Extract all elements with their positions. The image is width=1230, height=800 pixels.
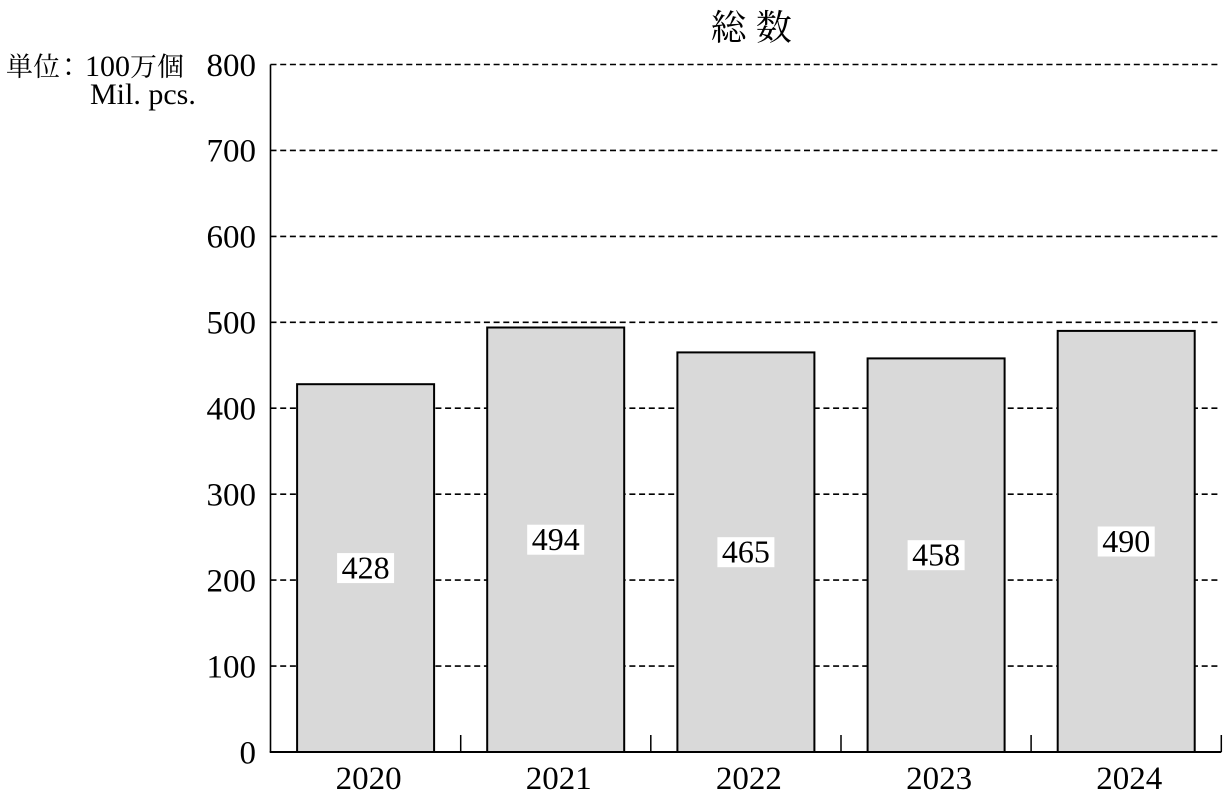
svg-text:465: 465 <box>722 534 770 570</box>
svg-text:490: 490 <box>1102 523 1150 559</box>
svg-text:0: 0 <box>240 735 257 771</box>
svg-text:494: 494 <box>532 521 580 557</box>
svg-text:800: 800 <box>207 48 257 84</box>
svg-text:単位：100万個: 単位： 100万個 <box>6 45 184 84</box>
svg-text:2021: 2021 <box>526 761 592 797</box>
svg-text:2023: 2023 <box>906 761 972 797</box>
svg-text:200: 200 <box>207 563 257 599</box>
svg-text:600: 600 <box>207 220 257 256</box>
svg-text:500: 500 <box>207 306 257 342</box>
svg-text:400: 400 <box>207 392 257 428</box>
svg-text:458: 458 <box>912 537 960 573</box>
svg-text:総 数: 総 数 <box>711 0 792 51</box>
svg-text:700: 700 <box>207 134 257 170</box>
svg-text:Mil. pcs.: Mil. pcs. <box>90 78 196 111</box>
svg-text:428: 428 <box>342 550 390 586</box>
svg-text:2022: 2022 <box>716 761 782 797</box>
svg-text:300: 300 <box>207 478 257 514</box>
svg-text:2024: 2024 <box>1096 761 1162 797</box>
svg-text:100: 100 <box>207 649 257 685</box>
svg-text:2020: 2020 <box>336 761 402 797</box>
